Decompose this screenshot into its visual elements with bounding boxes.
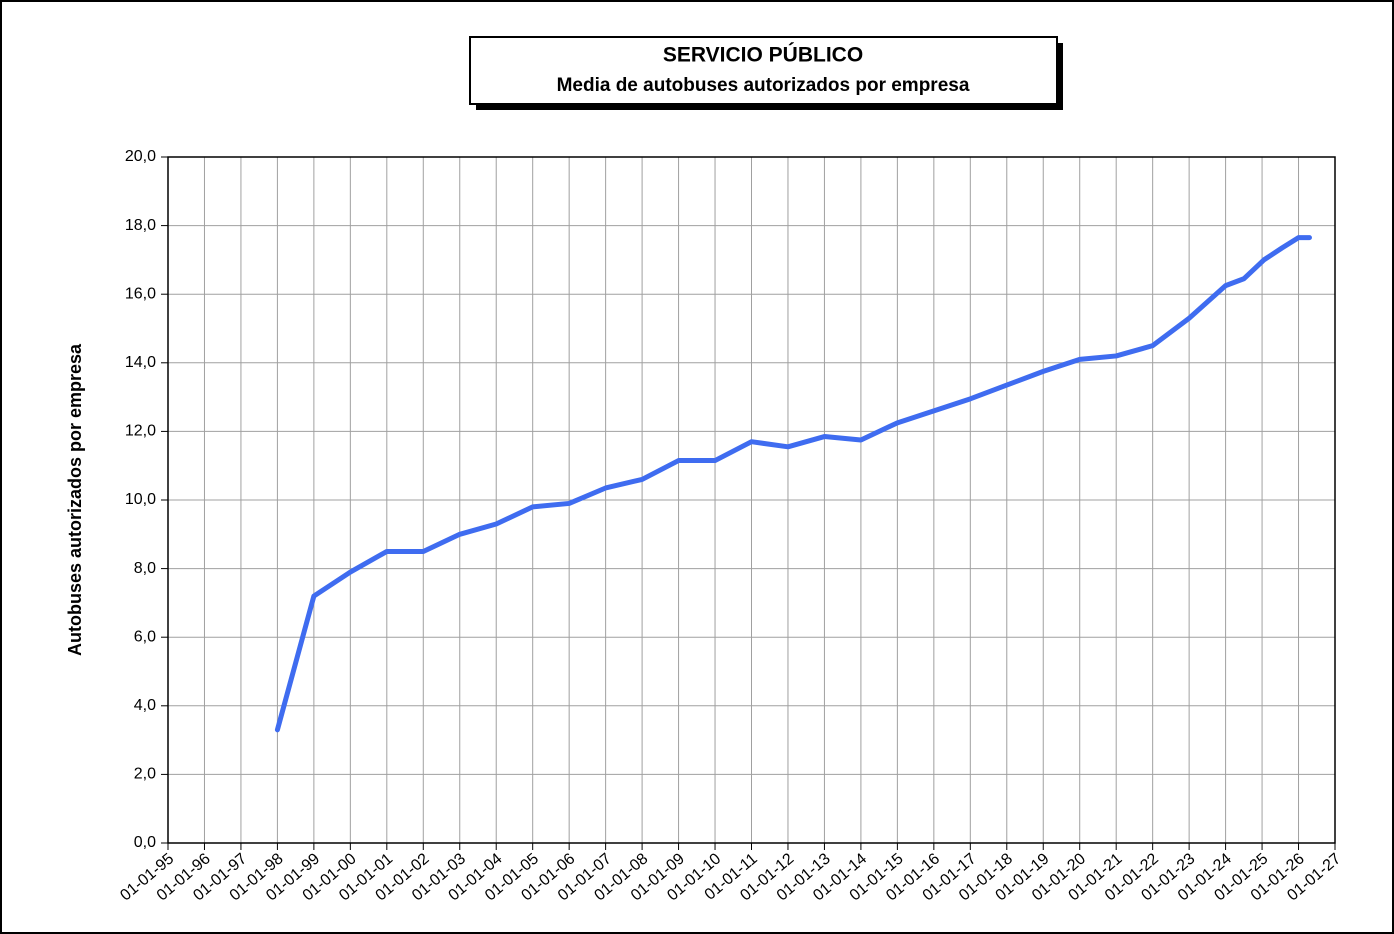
y-tick-label: 12,0	[125, 423, 156, 440]
y-tick-label: 20,0	[125, 148, 156, 165]
chart-subtitle: Media de autobuses autorizados por empre…	[557, 75, 970, 96]
y-tick-label: 10,0	[125, 491, 156, 508]
data-line	[274, 235, 1312, 733]
y-tick-label: 4,0	[134, 697, 156, 714]
y-tick-label: 14,0	[125, 354, 156, 371]
y-tick-label: 18,0	[125, 217, 156, 234]
y-tick-label: 2,0	[134, 766, 156, 783]
y-tick-label: 6,0	[134, 628, 156, 645]
chart-title: SERVICIO PÚBLICO	[663, 43, 863, 67]
plot-border	[167, 156, 1336, 844]
y-tick-label: 8,0	[134, 560, 156, 577]
y-tick-label: 0,0	[134, 834, 156, 851]
title-box	[469, 36, 1058, 105]
y-tick-label: 16,0	[125, 285, 156, 302]
y-axis-label: Autobuses autorizados por empresa	[65, 343, 85, 656]
